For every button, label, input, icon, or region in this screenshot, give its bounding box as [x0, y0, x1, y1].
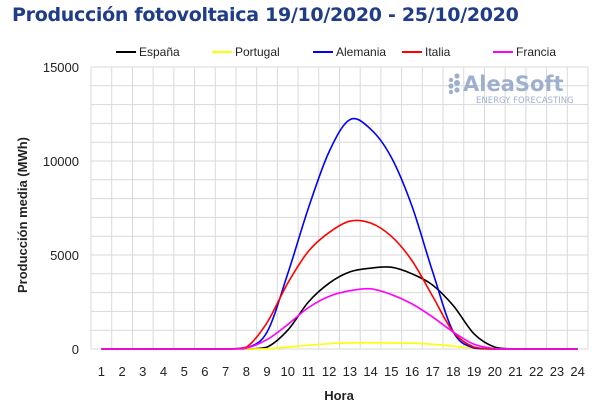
- series-line-francia: [101, 287, 578, 350]
- logo-sub-text: ENERGY FORECASTING: [476, 96, 574, 106]
- x-tick-label: 6: [201, 364, 208, 379]
- x-tick-label: 18: [446, 364, 460, 379]
- x-tick-label: 17: [425, 364, 439, 379]
- chart-title: Producción fotovoltaica 19/10/2020 - 25/…: [12, 4, 519, 26]
- x-tick-label: 9: [263, 364, 270, 379]
- y-tick-label: 5000: [50, 248, 79, 263]
- legend: España Portugal Alemania Italia Francia: [116, 45, 556, 59]
- x-tick-label: 10: [280, 364, 294, 379]
- x-tick-label: 24: [570, 364, 584, 379]
- aleasoft-logo: AleaSoft ENERGY FORECASTING: [448, 72, 574, 106]
- logo-main-text: AleaSoft: [463, 72, 564, 96]
- legend-label-francia: Francia: [516, 45, 556, 59]
- x-tick-label: 22: [529, 364, 543, 379]
- y-tick-label: 15000: [43, 60, 79, 75]
- legend-label-alemania: Alemania: [336, 45, 386, 59]
- x-tick-label: 3: [139, 364, 146, 379]
- x-tick-label: 13: [343, 364, 357, 379]
- y-axis-title: Producción media (MWh): [15, 137, 30, 293]
- x-tick-label: 20: [488, 364, 502, 379]
- legend-label-italia: Italia: [425, 45, 451, 59]
- x-tick-label: 14: [363, 364, 377, 379]
- y-tick-label: 0: [72, 342, 79, 357]
- x-axis-title: Hora: [324, 388, 354, 403]
- grid: [90, 66, 589, 350]
- x-tick-label: 5: [181, 364, 188, 379]
- x-tick-label: 16: [405, 364, 419, 379]
- x-tick-label: 8: [243, 364, 250, 379]
- x-tick-label: 1: [98, 364, 105, 379]
- legend-label-portugal: Portugal: [235, 45, 280, 59]
- legend-label-espana: España: [139, 45, 180, 59]
- x-tick-label: 19: [467, 364, 481, 379]
- x-tick-label: 7: [222, 364, 229, 379]
- x-tick-label: 21: [508, 364, 522, 379]
- x-tick-label: 12: [322, 364, 336, 379]
- x-tick-label: 23: [550, 364, 564, 379]
- x-tick-label: 4: [160, 364, 167, 379]
- y-tick-label: 10000: [43, 154, 79, 169]
- series-lines: [101, 117, 578, 350]
- x-tick-label: 2: [118, 364, 125, 379]
- logo-icon: [448, 73, 460, 95]
- x-tick-label: 15: [384, 364, 398, 379]
- x-tick-label: 11: [302, 364, 316, 379]
